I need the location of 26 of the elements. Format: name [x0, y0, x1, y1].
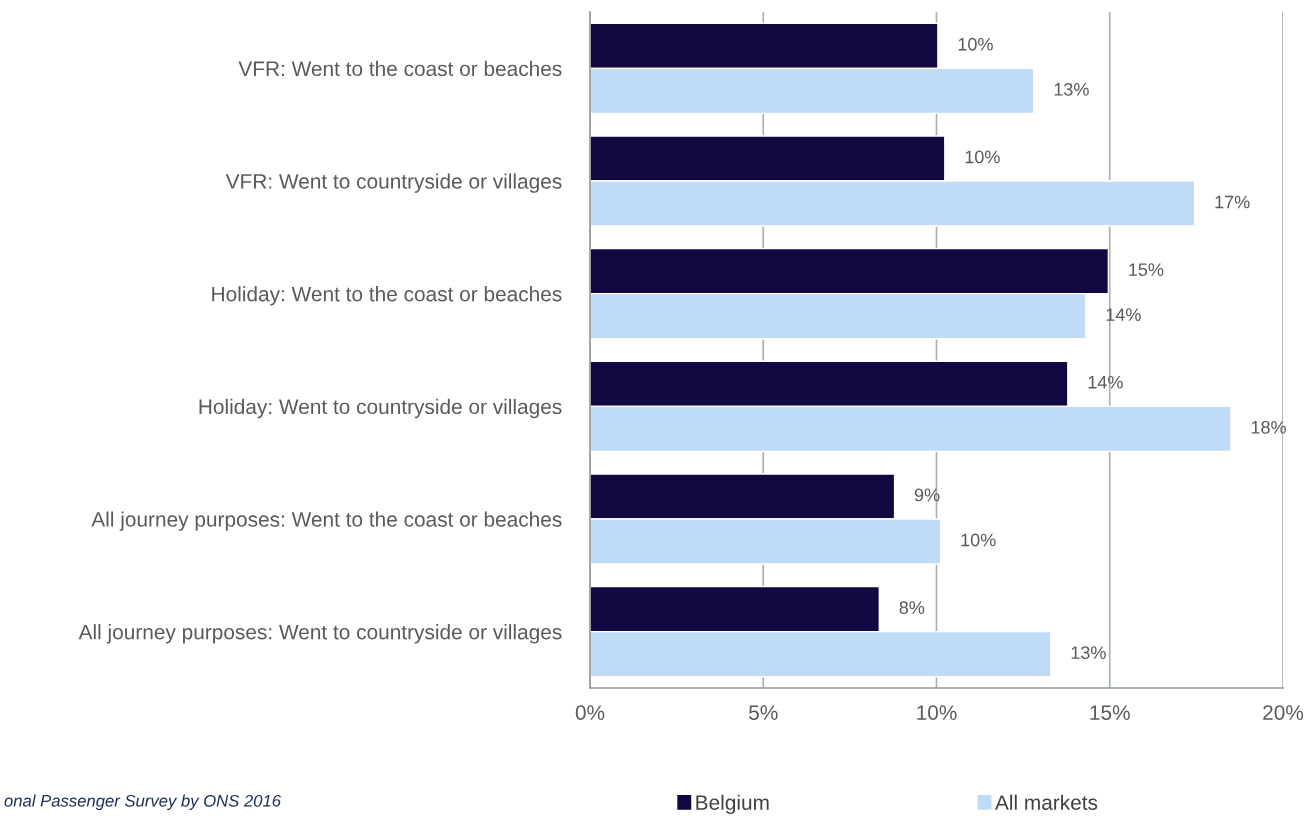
y-tick-label: VFR: Went to countryside or villages [225, 173, 562, 193]
x-tick-label: 20% [1263, 705, 1304, 720]
data-label: 14% [1106, 308, 1141, 321]
legend-label: All markets [994, 794, 1098, 810]
data-label: 9% [914, 488, 940, 502]
x-tick-label: 10% [917, 705, 957, 720]
y-tick-label: Holiday: Went to the coast or beaches [212, 286, 562, 306]
data-label: 13% [1054, 82, 1089, 96]
data-label: 10% [961, 533, 996, 547]
x-tick-label: 15% [1090, 705, 1130, 720]
legend-label: Belgium [696, 794, 769, 815]
y-tick-label: All journey purposes: Went to the coast or beaches [91, 511, 562, 531]
data-label: 17% [1215, 195, 1250, 209]
y-tick-label: All journey purposes: Went to countryside or villages [78, 624, 562, 644]
data-label: 8% [899, 601, 925, 614]
data-label: 10% [965, 150, 1000, 164]
x-tick-label: 0% [575, 705, 605, 720]
data-label: 15% [1129, 263, 1164, 276]
data-label: 10% [958, 37, 993, 51]
text: onal Passenger Survey by ONS 2016 [4, 794, 282, 810]
data-label: 18% [1251, 420, 1286, 434]
x-tick-label: 5% [749, 705, 778, 720]
y-tick-label: Holiday: Went to countryside or villages [199, 398, 562, 419]
data-label: 13% [1071, 646, 1106, 660]
data-label: 14% [1088, 375, 1123, 389]
y-tick-label: VFR: Went to the coast or beaches [238, 60, 562, 77]
